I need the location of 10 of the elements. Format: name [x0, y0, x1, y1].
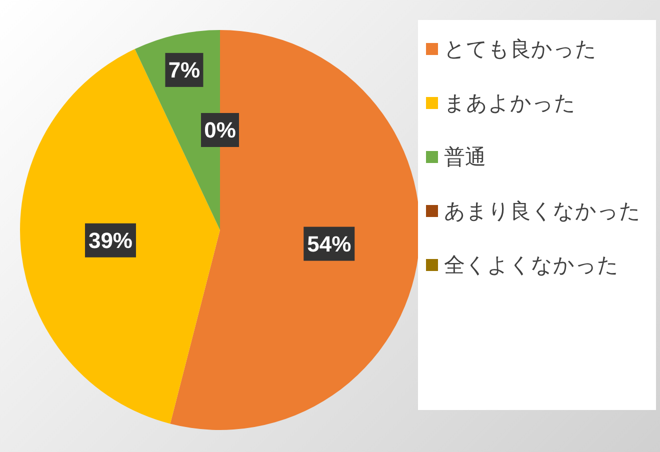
legend-label: まあよかった — [444, 90, 576, 117]
legend-label: 全くよくなかった — [444, 252, 619, 279]
data-label: 54% — [307, 231, 352, 256]
legend-label: とても良かった — [444, 36, 597, 63]
legend-label: あまり良くなかった — [444, 198, 641, 225]
pie-slice — [170, 30, 420, 430]
text: 0% — [204, 118, 236, 142]
data-label: 39% — [88, 228, 133, 253]
data-label: 7% — [168, 57, 200, 82]
legend-label: 普通 — [444, 144, 486, 171]
